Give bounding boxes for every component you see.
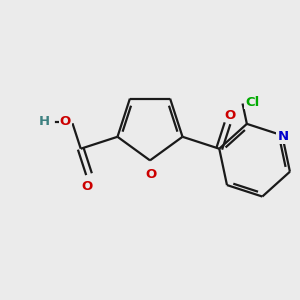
Text: O: O — [146, 168, 157, 181]
Text: N: N — [278, 130, 289, 143]
Text: O: O — [60, 115, 71, 128]
Text: O: O — [224, 109, 236, 122]
Text: O: O — [81, 179, 92, 193]
Text: Cl: Cl — [245, 95, 259, 109]
Text: H: H — [39, 115, 50, 128]
